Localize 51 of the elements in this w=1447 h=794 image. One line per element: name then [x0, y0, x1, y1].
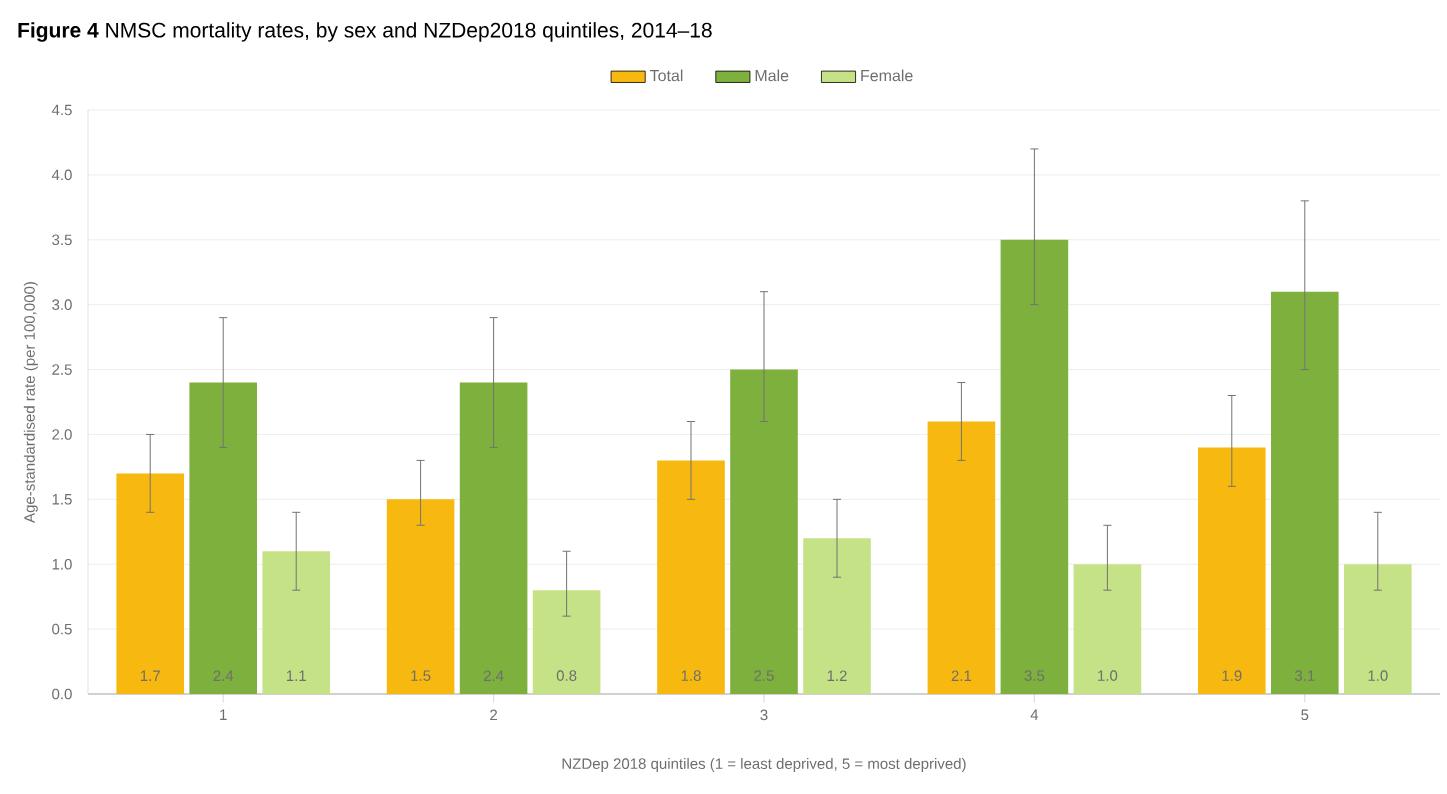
legend-label: Female: [861, 69, 913, 82]
data-label: 1.7: [140, 670, 160, 681]
y-tick-label: 2.0: [52, 429, 72, 440]
x-tick-label: 4: [1030, 709, 1039, 720]
x-axis-title: NZDep 2018 quintiles (1 = least deprived, 5 = most deprived): [562, 757, 966, 772]
bar: [730, 369, 798, 694]
bar: [386, 499, 455, 694]
bar: [657, 460, 725, 694]
bar: [803, 538, 871, 694]
x-tick-label: 1: [220, 709, 227, 720]
y-tick-label: 1.5: [52, 494, 72, 505]
data-label: 1.2: [827, 670, 847, 681]
data-label: 1.0: [1098, 670, 1118, 681]
data-label: 2.5: [754, 670, 774, 681]
legend-label: Total: [649, 69, 683, 82]
bar: [262, 551, 331, 694]
data-label: 1.8: [681, 670, 701, 681]
y-tick-label: 2.5: [52, 364, 72, 375]
bar: [1271, 291, 1339, 694]
x-tick-label: 5: [1301, 709, 1309, 721]
y-tick-label: 4.5: [51, 104, 72, 116]
data-label: 2.1: [951, 670, 972, 681]
bar: [532, 590, 601, 694]
chart-title: Figure 4 NMSC mortality rates, by sex and NZDep2018 quintiles, 2014–18: [18, 22, 712, 42]
y-tick-label: 3.0: [52, 299, 72, 310]
y-axis-title: Age-standardised rate (per 100,000): [23, 282, 38, 523]
data-label: 3.5: [1024, 670, 1045, 681]
data-label: 1.9: [1222, 670, 1242, 681]
data-label: 0.8: [556, 670, 577, 681]
y-tick-label: 3.5: [52, 234, 72, 246]
data-label: 1.0: [1368, 670, 1388, 681]
y-tick-label: 1.0: [52, 558, 72, 570]
data-label: 2.4: [483, 670, 504, 681]
data-label: 1.5: [411, 670, 431, 681]
bar: [189, 382, 257, 694]
bar: [927, 421, 996, 694]
data-label: 2.4: [213, 670, 234, 681]
y-tick-label: 0.0: [52, 688, 72, 700]
bar: [1000, 239, 1069, 694]
x-tick-label: 3: [760, 709, 768, 721]
data-label: 1.1: [286, 670, 306, 681]
bar: [1344, 564, 1412, 694]
legend-label: Male: [755, 69, 789, 82]
x-tick-label: 2: [490, 709, 498, 721]
y-tick-label: 4.0: [51, 169, 72, 181]
data-label: 3.1: [1294, 670, 1315, 681]
y-tick-label: 0.5: [52, 623, 72, 635]
bar: [1197, 447, 1266, 694]
bar: [1073, 564, 1142, 694]
bar: [459, 382, 528, 694]
bar: [116, 473, 184, 694]
